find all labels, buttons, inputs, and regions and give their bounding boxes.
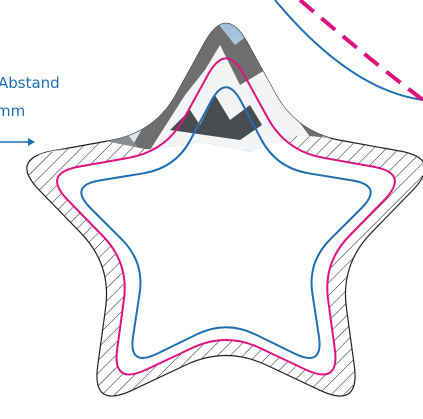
dashed-arc	[298, 0, 423, 102]
trim-line	[56, 57, 396, 376]
annotation-text: mm	[0, 102, 25, 120]
safe-line	[80, 86, 372, 359]
outer-arc	[274, 0, 423, 101]
trim-fill	[57, 58, 395, 375]
annotation-text: Abstand	[0, 74, 60, 92]
arrow-head	[28, 138, 35, 146]
